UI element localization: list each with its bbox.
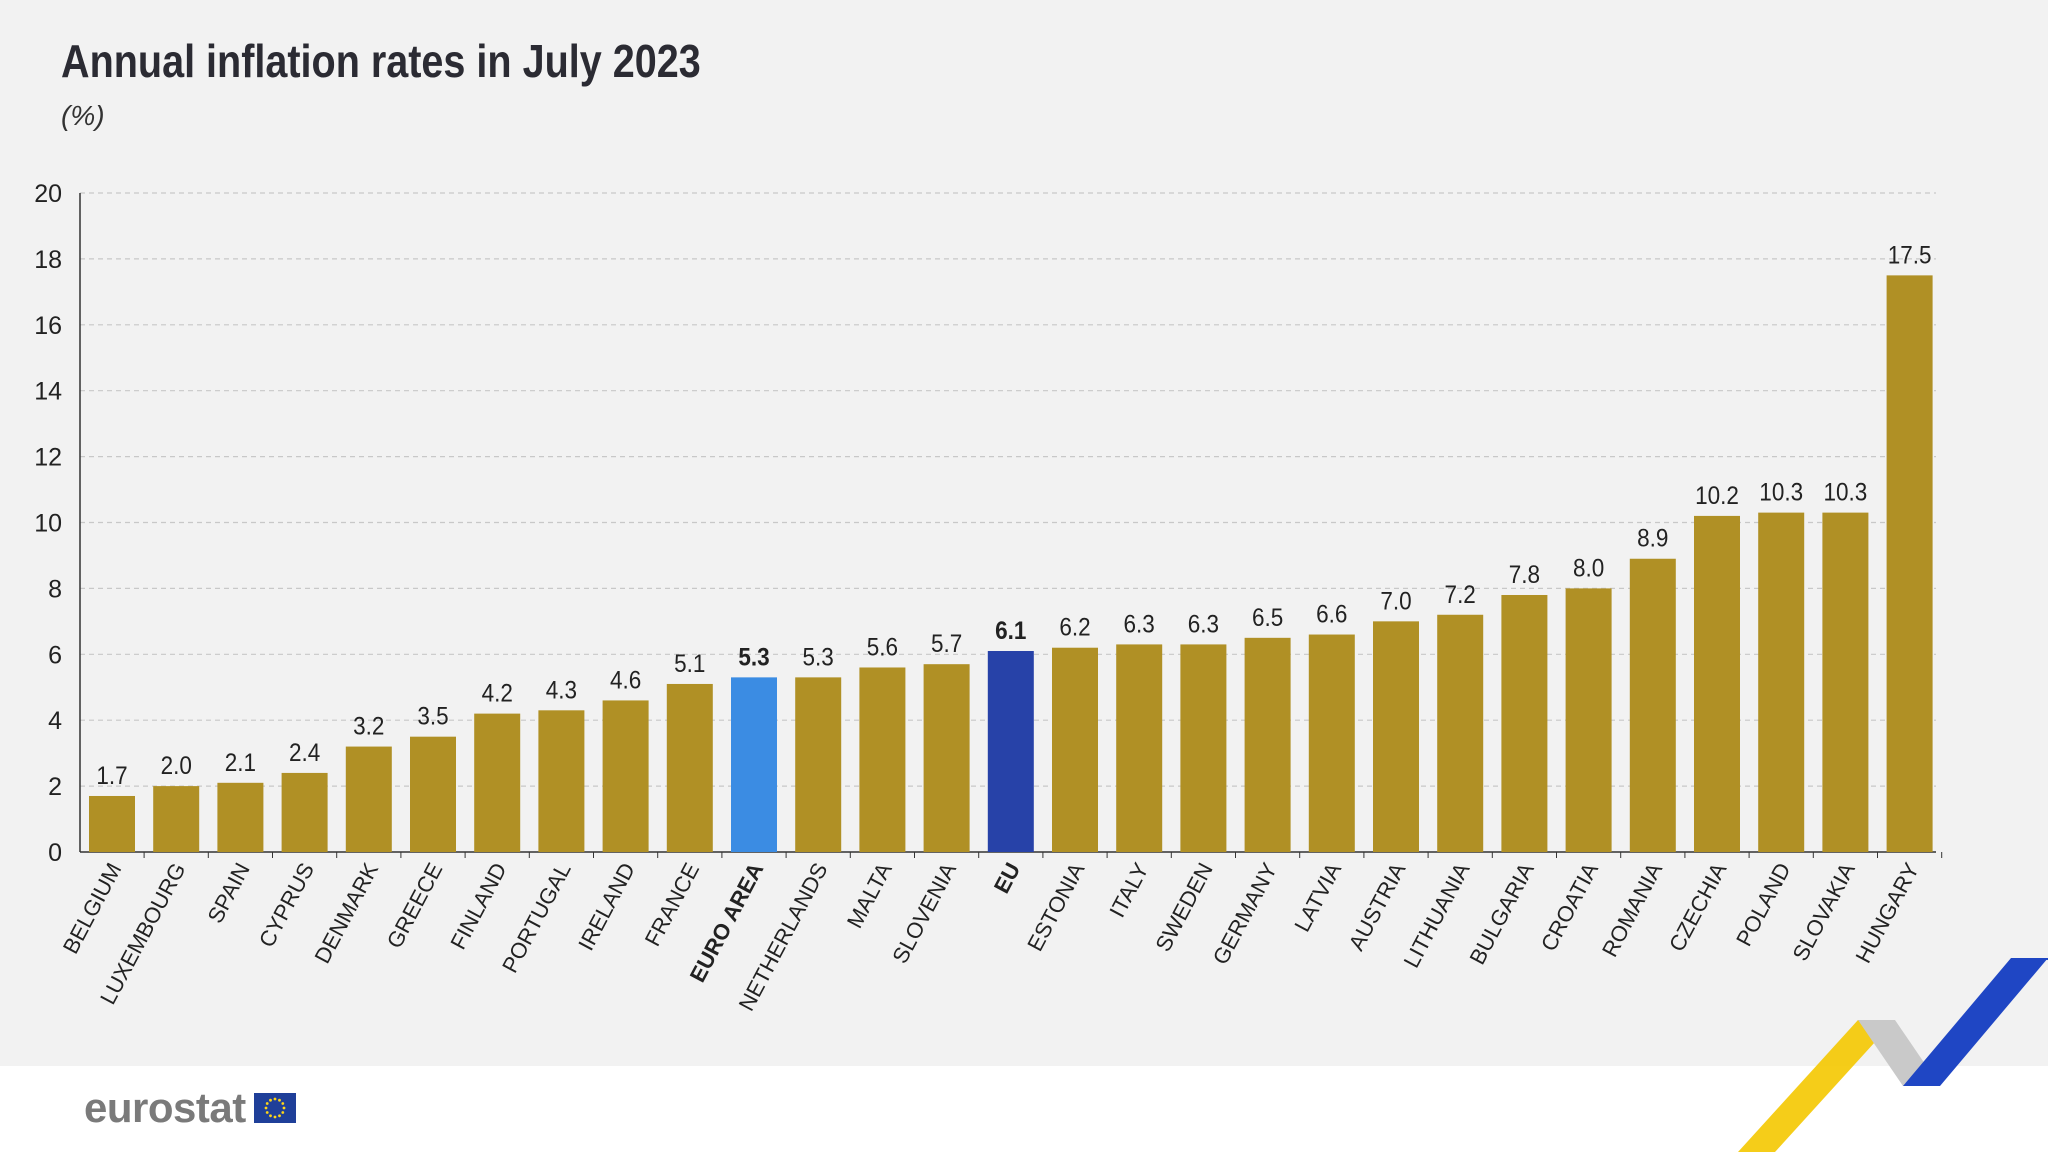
y-tick-label: 2 — [48, 773, 62, 801]
y-tick-label: 8 — [48, 575, 62, 603]
bar — [89, 795, 135, 852]
data-label: 6.3 — [1124, 610, 1155, 638]
y-tick-label: 10 — [34, 510, 62, 538]
bar — [1565, 588, 1612, 852]
chart-title: Annual inflation rates in July 2023 — [61, 35, 701, 87]
data-label: 7.2 — [1445, 581, 1476, 609]
bar — [731, 677, 777, 852]
bar — [795, 677, 842, 852]
data-label: 10.3 — [1759, 479, 1803, 507]
bar — [987, 651, 1034, 852]
bar — [217, 782, 264, 852]
logo-text: eurostat — [84, 1084, 246, 1131]
y-tick-label: 14 — [34, 378, 62, 406]
bar — [1308, 634, 1355, 852]
bar — [1244, 637, 1291, 852]
eu-flag-icon — [253, 1093, 296, 1123]
data-label: 8.0 — [1573, 554, 1604, 582]
y-tick-label: 18 — [34, 246, 62, 274]
eurostat-logo: eurostat — [84, 1082, 296, 1134]
data-label: 8.9 — [1637, 525, 1668, 553]
bar — [281, 772, 328, 852]
data-label: 10.3 — [1824, 479, 1868, 507]
bar — [923, 664, 970, 852]
data-label: 5.1 — [674, 650, 705, 678]
bar — [666, 683, 713, 852]
data-label: 6.6 — [1316, 600, 1347, 628]
bar — [1180, 644, 1227, 852]
bar — [345, 746, 392, 852]
data-label: 3.5 — [417, 703, 448, 731]
y-tick-label: 6 — [48, 641, 62, 669]
data-label: 1.7 — [96, 762, 127, 790]
data-label: 4.2 — [482, 680, 513, 708]
data-label: 4.6 — [610, 666, 641, 694]
bar — [153, 786, 200, 852]
bar — [410, 736, 456, 852]
y-tick-label: 12 — [34, 444, 62, 472]
data-label: 17.5 — [1888, 241, 1932, 269]
bar — [1437, 614, 1484, 852]
bar — [602, 700, 649, 852]
y-tick-label: 16 — [34, 312, 62, 340]
data-label: 2.4 — [289, 739, 320, 767]
data-label: 2.1 — [225, 749, 256, 777]
bar — [538, 710, 585, 852]
data-label: 5.7 — [931, 630, 962, 658]
data-label: 6.3 — [1188, 610, 1219, 638]
bar — [474, 713, 521, 852]
bar — [1886, 275, 1933, 852]
bar-chart: 024681012141618201.7BELGIUM2.0LUXEMBOURG… — [34, 180, 1943, 1015]
bar — [1501, 594, 1548, 852]
bar — [859, 667, 906, 852]
data-label: 6.5 — [1252, 604, 1283, 632]
data-label: 5.6 — [867, 633, 898, 661]
bar — [1116, 644, 1163, 852]
y-tick-label: 4 — [48, 707, 62, 735]
data-label: 6.1 — [995, 617, 1026, 645]
data-label: 5.3 — [738, 643, 769, 671]
data-label: 4.3 — [546, 676, 577, 704]
bar — [1758, 512, 1805, 852]
bar — [1052, 647, 1098, 852]
data-label: 2.0 — [161, 752, 192, 780]
data-label: 10.2 — [1695, 482, 1739, 510]
bar — [1373, 621, 1419, 852]
y-tick-label: 0 — [48, 839, 62, 867]
data-label: 3.2 — [353, 712, 384, 740]
data-label: 5.3 — [803, 643, 834, 671]
chart-subtitle: (%) — [61, 100, 105, 131]
bar — [1694, 515, 1740, 852]
bar — [1822, 512, 1869, 852]
data-label: 7.0 — [1380, 587, 1411, 615]
data-label: 7.8 — [1509, 561, 1540, 589]
bar — [1629, 558, 1676, 852]
y-tick-label: 20 — [34, 180, 62, 208]
data-label: 6.2 — [1059, 614, 1090, 642]
